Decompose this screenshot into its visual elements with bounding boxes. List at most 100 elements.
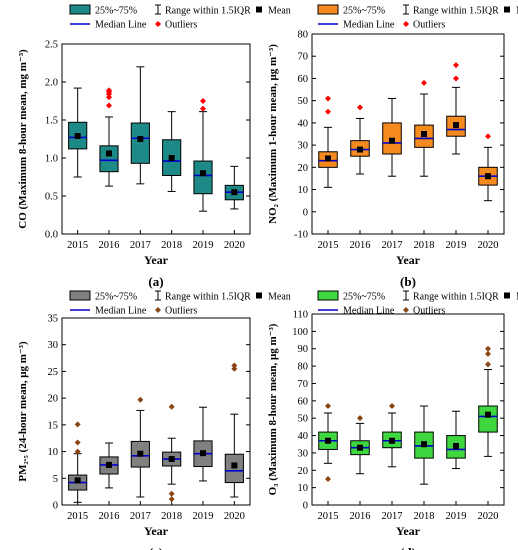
y-tick-label: 20 [298, 466, 309, 477]
y-tick-label: 25 [48, 367, 59, 378]
mean-marker [74, 132, 81, 139]
legend-median-label: Median Line [95, 306, 147, 317]
legend-mean-label: Mean [516, 292, 518, 303]
mean-marker [200, 170, 206, 177]
y-tick-label: 0.0 [45, 230, 58, 241]
outlier-marker [106, 102, 112, 109]
box-2017 [130, 66, 150, 185]
chart-panel-2: -10 0 10 20 30 40 50 60 70 80 2015 2016 2017 2018 2019… [267, 4, 518, 289]
mean-marker [325, 437, 331, 444]
y-tick-label: 60 [298, 396, 309, 407]
legend: 25%~75% Range within 1.5IQR Mean Median Lin… [69, 4, 291, 31]
panel-label: (b) [400, 274, 416, 289]
mean-marker [325, 155, 331, 162]
mean-marker [485, 411, 491, 418]
box-2016 [350, 415, 370, 475]
x-tick-label: 2019 [193, 511, 214, 522]
y-tick-label: -10 [294, 230, 308, 241]
y-tick-label: 70 [298, 52, 309, 63]
x-tick-label: 2015 [318, 240, 339, 251]
mean-marker [231, 189, 238, 196]
y-axis-label: O₃ (Maximum 8-hour mean, μg m⁻³) [267, 323, 279, 495]
legend-range-label: Range within 1.5IQR [165, 6, 251, 17]
outlier-marker [389, 403, 395, 410]
y-tick-label: 30 [48, 340, 59, 351]
y-axis-label: PM₂.₅ (24-hour mean, μg m⁻³) [17, 341, 29, 482]
outlier-marker [421, 79, 427, 86]
outlier-marker [168, 490, 175, 497]
x-tick-label: 2017 [382, 240, 403, 251]
y-tick-label: 30 [298, 141, 309, 152]
y-tick-label: 100 [292, 327, 308, 338]
legend-mean-label: Mean [268, 292, 291, 303]
legend-box-label: 25%~75% [95, 6, 137, 17]
legend-outlier-marker [403, 21, 409, 27]
box-2018 [414, 79, 434, 177]
outlier-marker [357, 104, 363, 111]
y-tick-label: 80 [298, 362, 309, 373]
legend-outlier-marker [403, 307, 409, 313]
outlier-marker [168, 496, 175, 503]
box-2020 [224, 165, 244, 210]
chart-panel-3: 0 5 10 15 20 25 30 35 2015 2016 2017 2018 2019 2020 Ye… [17, 290, 291, 550]
x-tick-label: 2016 [350, 240, 371, 251]
legend-box-swatch [317, 290, 339, 301]
y-tick-label: 40 [298, 118, 309, 129]
x-tick-label: 2018 [414, 240, 435, 251]
legend-outlier-marker [155, 21, 161, 27]
x-tick-label: 2019 [193, 240, 214, 251]
outlier-marker [357, 415, 363, 422]
legend-outliers-label: Outliers [165, 306, 197, 317]
box-2019 [193, 406, 213, 482]
x-tick-label: 2020 [224, 511, 245, 522]
y-tick-label: 60 [298, 74, 309, 85]
plot-frame [311, 313, 505, 506]
x-axis-label: Year [396, 253, 421, 267]
legend-median-label: Median Line [95, 20, 147, 31]
x-tick-label: 2020 [478, 240, 499, 251]
x-tick-label: 2019 [446, 511, 467, 522]
chart-panel-4: 0 10 20 30 40 50 60 70 80 90 100 110 2015 2016 2017 201… [267, 290, 518, 550]
y-tick-label: 110 [293, 310, 308, 321]
panel-label: (a) [148, 274, 163, 289]
iqr-box [478, 405, 498, 433]
y-tick-label: 10 [298, 185, 309, 196]
mean-marker [453, 122, 459, 129]
mean-marker [106, 150, 112, 157]
x-tick-label: 2017 [130, 511, 151, 522]
y-tick-label: 80 [298, 30, 309, 41]
legend-median-label: Median Line [343, 306, 395, 317]
box-2018 [162, 111, 182, 192]
legend-mean-marker [256, 292, 262, 299]
legend-box-swatch [69, 4, 91, 15]
y-tick-label: 40 [298, 431, 309, 442]
plot-frame [61, 317, 251, 506]
x-tick-label: 2017 [382, 511, 403, 522]
outlier-marker [485, 350, 491, 357]
y-tick-label: 1.0 [45, 154, 58, 165]
y-tick-label: 50 [298, 414, 309, 425]
y-tick-label: 1.5 [45, 116, 58, 127]
legend-outliers-label: Outliers [165, 20, 197, 31]
legend-range-label: Range within 1.5IQR [413, 292, 499, 303]
mean-marker [137, 136, 144, 142]
x-axis-label: Year [144, 524, 169, 538]
mean-marker [200, 450, 206, 457]
legend-box-swatch [317, 4, 339, 15]
legend-mean-marker [504, 292, 510, 299]
mean-marker [168, 456, 175, 463]
box-2019 [446, 62, 466, 155]
legend-box-label: 25%~75% [343, 6, 385, 17]
outlier-marker [74, 421, 81, 428]
box-2015 [318, 95, 338, 188]
box-2018 [162, 403, 182, 503]
mean-marker [357, 444, 363, 451]
mean-marker [357, 146, 363, 153]
y-tick-label: 50 [298, 96, 309, 107]
y-tick-label: 10 [48, 447, 59, 458]
iqr-box [99, 145, 119, 173]
legend: 25%~75% Range within 1.5IQR Mean Median Lin… [317, 290, 518, 317]
legend-range-label: Range within 1.5IQR [165, 292, 251, 303]
y-tick-label: 5 [53, 474, 58, 485]
